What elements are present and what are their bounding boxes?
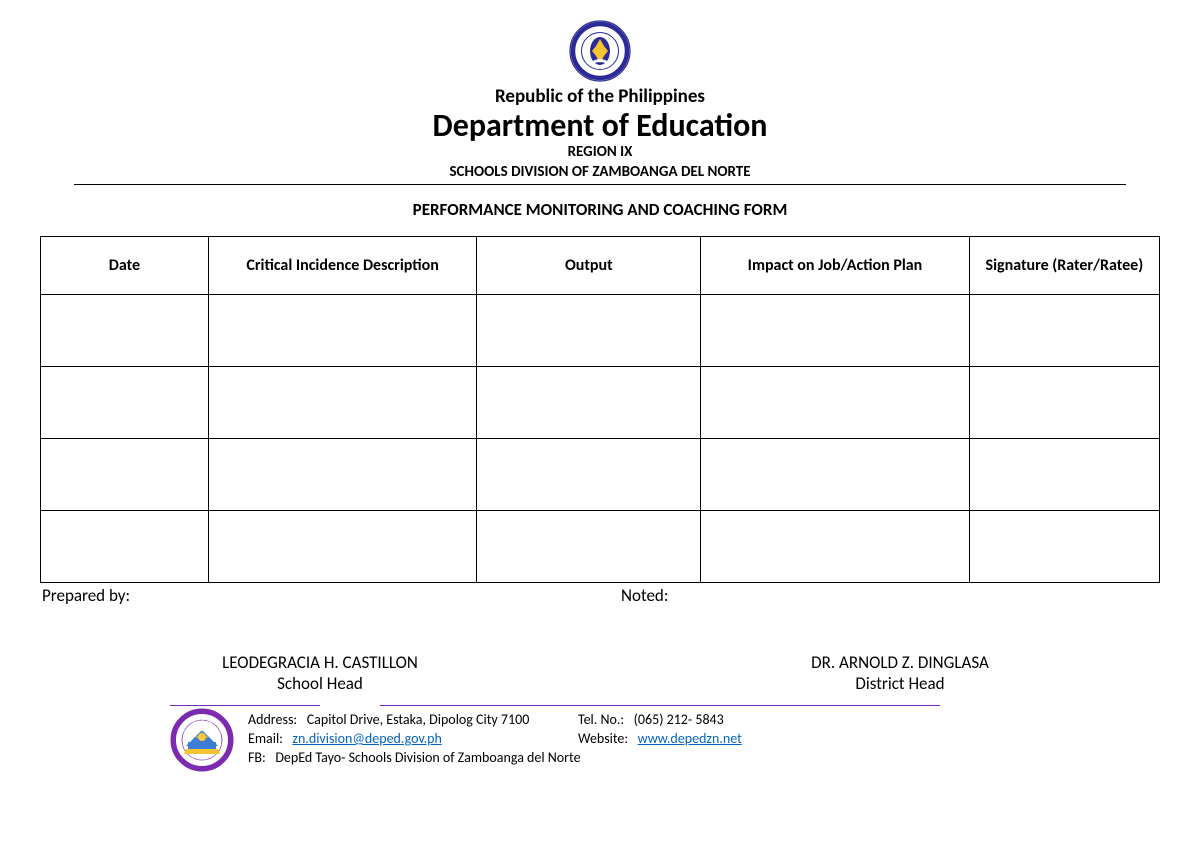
division-seal-icon: DEPARTMENT OF EDUCATION SCHOOLS DIVISION… — [170, 708, 234, 772]
footer-fb-label: FB: — [248, 749, 266, 766]
col-header-date: Date — [41, 237, 209, 295]
signatory-left: LEODEGRACIA H. CASTILLON School Head — [170, 652, 470, 695]
signatories-row: LEODEGRACIA H. CASTILLON School Head DR.… — [40, 652, 1160, 695]
signatory-right-name: DR. ARNOLD Z. DINGLASA — [750, 652, 1050, 673]
col-header-output: Output — [477, 237, 701, 295]
noted-label: Noted: — [581, 585, 1160, 606]
col-header-impact: Impact on Job/Action Plan — [701, 237, 970, 295]
table-header-row: Date Critical Incidence Description Outp… — [41, 237, 1160, 295]
header-division: SCHOOLS DIVISION OF ZAMBOANGA DEL NORTE — [40, 163, 1160, 183]
header-republic: Republic of the Philippines — [40, 86, 1160, 108]
signatory-right: DR. ARNOLD Z. DINGLASA District Head — [750, 652, 1050, 695]
footer-divider — [170, 705, 1160, 706]
header-region: REGION IX — [40, 143, 1160, 163]
table-row — [41, 439, 1160, 511]
signatory-right-title: District Head — [750, 673, 1050, 694]
footer-address-label: Address: — [248, 711, 297, 728]
footer-fb-value: DepEd Tayo- Schools Division of Zamboang… — [275, 749, 580, 766]
monitoring-table: Date Critical Incidence Description Outp… — [40, 236, 1160, 583]
footer-tel-value: (065) 212- 5843 — [634, 711, 724, 728]
footer-website-link[interactable]: www.depedzn.net — [638, 730, 742, 747]
col-header-signature: Signature (Rater/Ratee) — [969, 237, 1159, 295]
signatory-left-name: LEODEGRACIA H. CASTILLON — [170, 652, 470, 673]
table-row — [41, 367, 1160, 439]
footer-tel-label: Tel. No.: — [578, 711, 624, 728]
col-header-incidence: Critical Incidence Description — [208, 237, 477, 295]
table-row — [41, 295, 1160, 367]
header-section: KAGAWARAN NG EDUKASYON REPUBLIKA NG PILI… — [40, 20, 1160, 182]
footer-address-value: Capitol Drive, Estaka, Dipolog City 7100 — [307, 711, 530, 728]
table-row — [41, 511, 1160, 583]
footer-text: Address: Capitol Drive, Estaka, Dipolog … — [248, 711, 742, 768]
prepared-by-label: Prepared by: — [40, 585, 581, 606]
footer-email-link[interactable]: zn.division@deped.gov.ph — [292, 730, 441, 747]
sign-labels-row: Prepared by: Noted: — [40, 585, 1160, 606]
form-title: PERFORMANCE MONITORING AND COACHING FORM — [40, 199, 1160, 220]
signatory-left-title: School Head — [170, 673, 470, 694]
footer-website-label: Website: — [578, 730, 628, 747]
footer: DEPARTMENT OF EDUCATION SCHOOLS DIVISION… — [170, 708, 1160, 772]
header-department: Department of Education — [40, 108, 1160, 143]
header-divider — [74, 184, 1126, 185]
footer-email-label: Email: — [248, 730, 283, 747]
deped-seal-icon: KAGAWARAN NG EDUKASYON REPUBLIKA NG PILI… — [40, 20, 1160, 82]
